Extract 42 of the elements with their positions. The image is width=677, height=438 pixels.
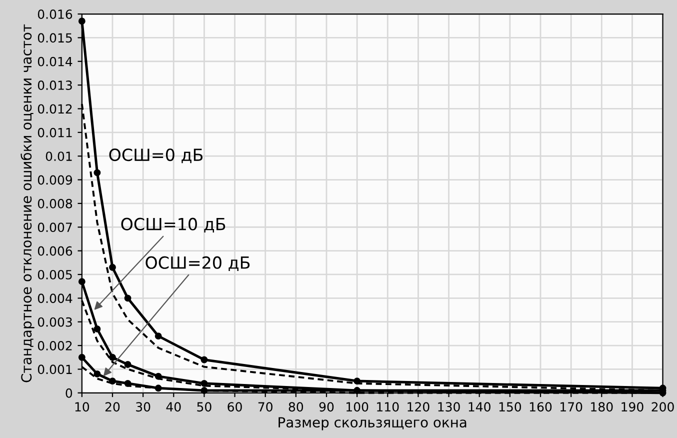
x-tick-label: 150 [499, 402, 522, 412]
x-tick-label: 60 [228, 402, 242, 412]
x-tick-label: 190 [622, 402, 644, 412]
x-tick-label: 110 [377, 402, 399, 412]
x-tick-label: 10 [75, 402, 90, 412]
x-tick-label: 80 [288, 402, 304, 412]
x-tick-label: 120 [408, 402, 430, 412]
annotation: ОСШ=20 дБ [146, 256, 250, 271]
y-tick-label: 0.012 [38, 104, 72, 114]
y-tick-label: 0.009 [38, 175, 72, 185]
y-tick-label: 0.001 [38, 364, 72, 374]
y-tick-label: 0.007 [38, 222, 72, 232]
x-tick-label: 70 [258, 402, 272, 412]
x-tick-label: 40 [166, 402, 181, 412]
x-tick-label: 160 [530, 402, 552, 412]
x-tick-label: 200 [652, 402, 674, 412]
annotation: ОСШ=10 дБ [121, 218, 226, 232]
y-tick-label: 0.003 [38, 317, 72, 327]
x-tick-label: 20 [105, 402, 120, 412]
y-tick-label: 0.011 [38, 128, 72, 138]
y-axis-title: Стандартное отклонение ошибки оценки частот [20, 24, 34, 382]
x-tick-label: 130 [438, 402, 460, 412]
y-tick-label: 0 [66, 388, 72, 398]
y-tick-label: 0.014 [38, 56, 72, 66]
x-tick-label: 90 [319, 402, 334, 412]
y-tick-label: 0.005 [38, 270, 72, 280]
y-tick-label: 0.008 [38, 198, 72, 208]
y-tick-label: 0.004 [38, 294, 72, 304]
y-tick-label: 0.002 [38, 341, 72, 350]
x-tick-label: 30 [136, 402, 150, 412]
y-tick-label: 0.013 [38, 80, 72, 90]
y-tick-label: 0.01 [46, 152, 72, 162]
y-tick-label: 0.006 [38, 246, 72, 256]
x-tick-label: 100 [346, 402, 368, 412]
x-tick-label: 180 [591, 402, 613, 412]
y-tick-label: 0.015 [38, 33, 72, 43]
x-axis-title: Размер скользящего окна [278, 417, 466, 430]
x-tick-label: 170 [560, 402, 582, 412]
x-tick-label: 140 [468, 402, 490, 412]
y-tick-label: 0.016 [38, 9, 72, 19]
annotation: ОСШ=0 дБ [109, 148, 203, 164]
x-tick-label: 50 [197, 402, 212, 412]
